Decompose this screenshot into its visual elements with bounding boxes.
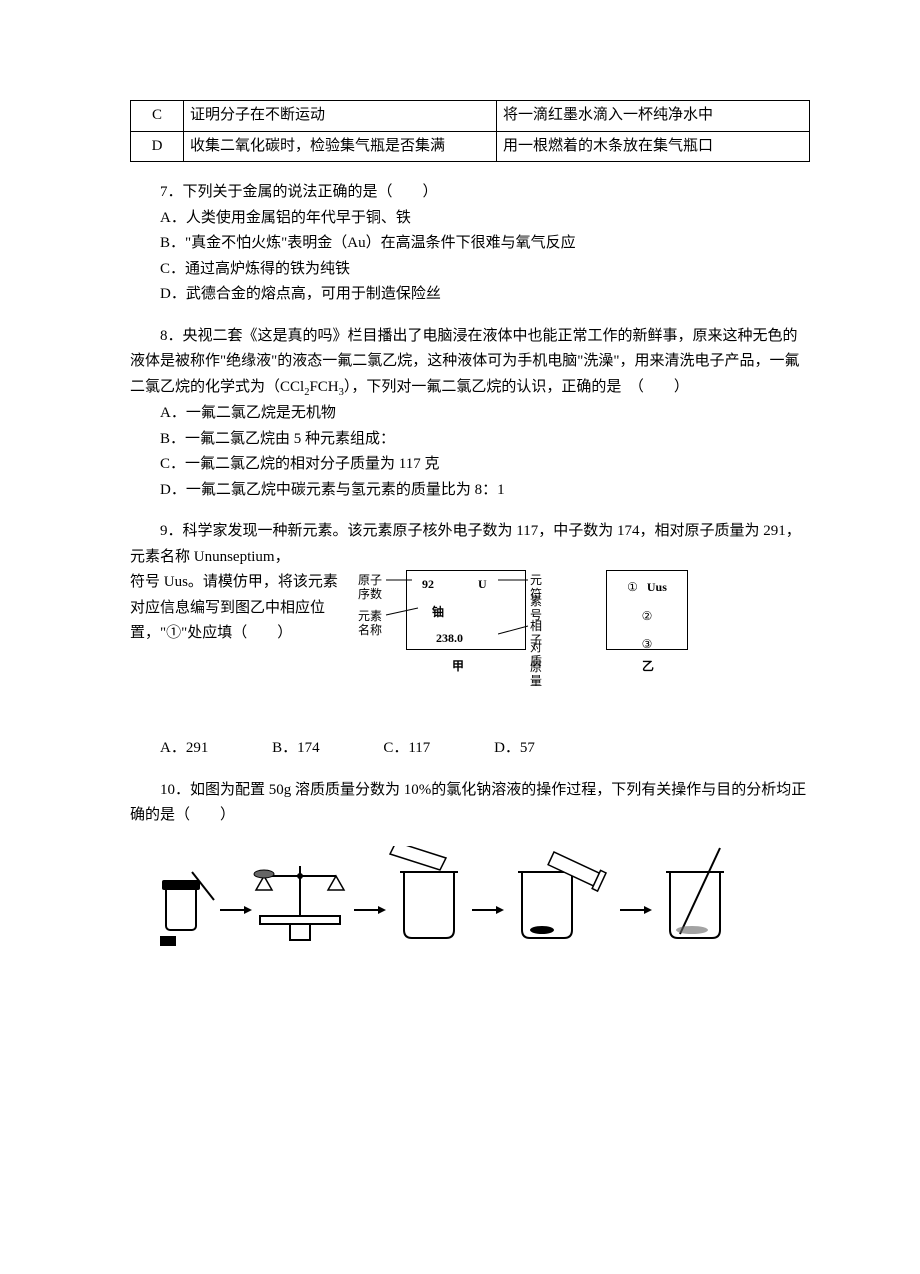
question-10: 10．如图为配置 50g 溶质质量分数为 10%的氯化钠溶液的操作过程，下列有关… (130, 778, 810, 971)
q9-figures: 原子 序数 元素 名称 92 U 铀 238.0 元素 符号 相对原 子质量 (358, 570, 810, 666)
q10-stem: 10．如图为配置 50g 溶质质量分数为 10%的氯化钠溶液的操作过程，下列有关… (130, 778, 810, 829)
q9-body-row: 符号 Uus。请模仿甲，将该元素对应信息编写到图乙中相应位置，"①"处应填（ ）… (130, 570, 810, 666)
q7-options: A．人类使用金属铝的年代早于铜、铁 B．"真金不怕火炼"表明金（Au）在高温条件… (160, 206, 810, 308)
table-row: D 收集二氧化碳时，检验集气瓶是否集满 用一根燃着的木条放在集气瓶口 (131, 131, 810, 162)
question-7: 7．下列关于金属的说法正确的是（ ） A．人类使用金属铝的年代早于铜、铁 B．"… (130, 180, 810, 308)
row-key: C (131, 101, 184, 132)
option-a: A．291 (160, 736, 208, 762)
leader-lines-left (382, 570, 442, 650)
row-statement: 证明分子在不断运动 (184, 101, 497, 132)
blank-2: ② (607, 606, 687, 626)
caption-yi: 乙 (642, 656, 654, 676)
row-method: 用一根燃着的木条放在集气瓶口 (497, 131, 810, 162)
question-8: 8．央视二套《这是真的吗》栏目播出了电脑浸在液体中也能正常工作的新鲜事，原来这种… (130, 324, 810, 504)
option-c: C．117 (383, 736, 430, 762)
option-b: B．一氟二氯乙烷由 5 种元素组成： (160, 427, 810, 453)
document-page: C 证明分子在不断运动 将一滴红墨水滴入一杯纯净水中 D 收集二氧化碳时，检验集… (0, 0, 920, 1274)
row-key: D (131, 131, 184, 162)
option-c: C．一氟二氯乙烷的相对分子质量为 117 克 (160, 452, 810, 478)
chemistry-process-diagram (130, 841, 810, 971)
option-a: A．人类使用金属铝的年代早于铜、铁 (160, 206, 810, 232)
label-atomic-number-2: 序数 (358, 584, 382, 604)
row-statement: 收集二氧化碳时，检验集气瓶是否集满 (184, 131, 497, 162)
symbol-uus: Uus (647, 580, 667, 594)
q8-options: A．一氟二氯乙烷是无机物 B．一氟二氯乙烷由 5 种元素组成： C．一氟二氯乙烷… (160, 401, 810, 503)
option-c: C．通过高炉炼得的铁为纯铁 (160, 257, 810, 283)
symbol-u: U (478, 574, 487, 594)
caption-jia: 甲 (452, 656, 464, 676)
option-d: D．57 (494, 736, 535, 762)
blank-1-row: ① Uus (607, 577, 687, 597)
figure-jia: 原子 序数 元素 名称 92 U 铀 238.0 元素 符号 相对原 子质量 (358, 570, 528, 666)
figure-yi: ① Uus ② ③ 乙 (606, 570, 696, 666)
q8-stem: 8．央视二套《这是真的吗》栏目播出了电脑浸在液体中也能正常工作的新鲜事，原来这种… (130, 324, 810, 402)
option-a: A．一氟二氯乙烷是无机物 (160, 401, 810, 427)
options-table: C 证明分子在不断运动 将一滴红墨水滴入一杯纯净水中 D 收集二氧化碳时，检验集… (130, 100, 810, 162)
blank-1: ① (627, 580, 638, 594)
q9-options: A．291 B．174 C．117 D．57 (160, 736, 810, 762)
element-cell-box-2: ① Uus ② ③ (606, 570, 688, 650)
process-svg (150, 846, 790, 966)
q7-stem: 7．下列关于金属的说法正确的是（ ） (130, 180, 810, 206)
blank-3: ③ (607, 634, 687, 654)
question-9: 9．科学家发现一种新元素。该元素原子核外电子数为 117，中子数为 174，相对… (130, 519, 810, 762)
q8-stem-part1b: FCH (309, 379, 338, 395)
q9-stem: 9．科学家发现一种新元素。该元素原子核外电子数为 117，中子数为 174，相对… (130, 519, 810, 570)
table-row: C 证明分子在不断运动 将一滴红墨水滴入一杯纯净水中 (131, 101, 810, 132)
label-element-name-2: 名称 (358, 620, 382, 640)
option-d: D．武德合金的熔点高，可用于制造保险丝 (160, 282, 810, 308)
option-b: B．"真金不怕火炼"表明金（Au）在高温条件下很难与氧气反应 (160, 231, 810, 257)
leader-lines-right (498, 570, 538, 650)
option-d: D．一氟二氯乙烷中碳元素与氢元素的质量比为 8：1 (160, 478, 810, 504)
q9-side-text: 符号 Uus。请模仿甲，将该元素对应信息编写到图乙中相应位置，"①"处应填（ ） (130, 570, 350, 647)
q8-stem-part1c: ），下列对一氟二氯乙烷的认识，正确的是 （ ） (344, 379, 689, 395)
option-b: B．174 (272, 736, 320, 762)
row-method: 将一滴红墨水滴入一杯纯净水中 (497, 101, 810, 132)
